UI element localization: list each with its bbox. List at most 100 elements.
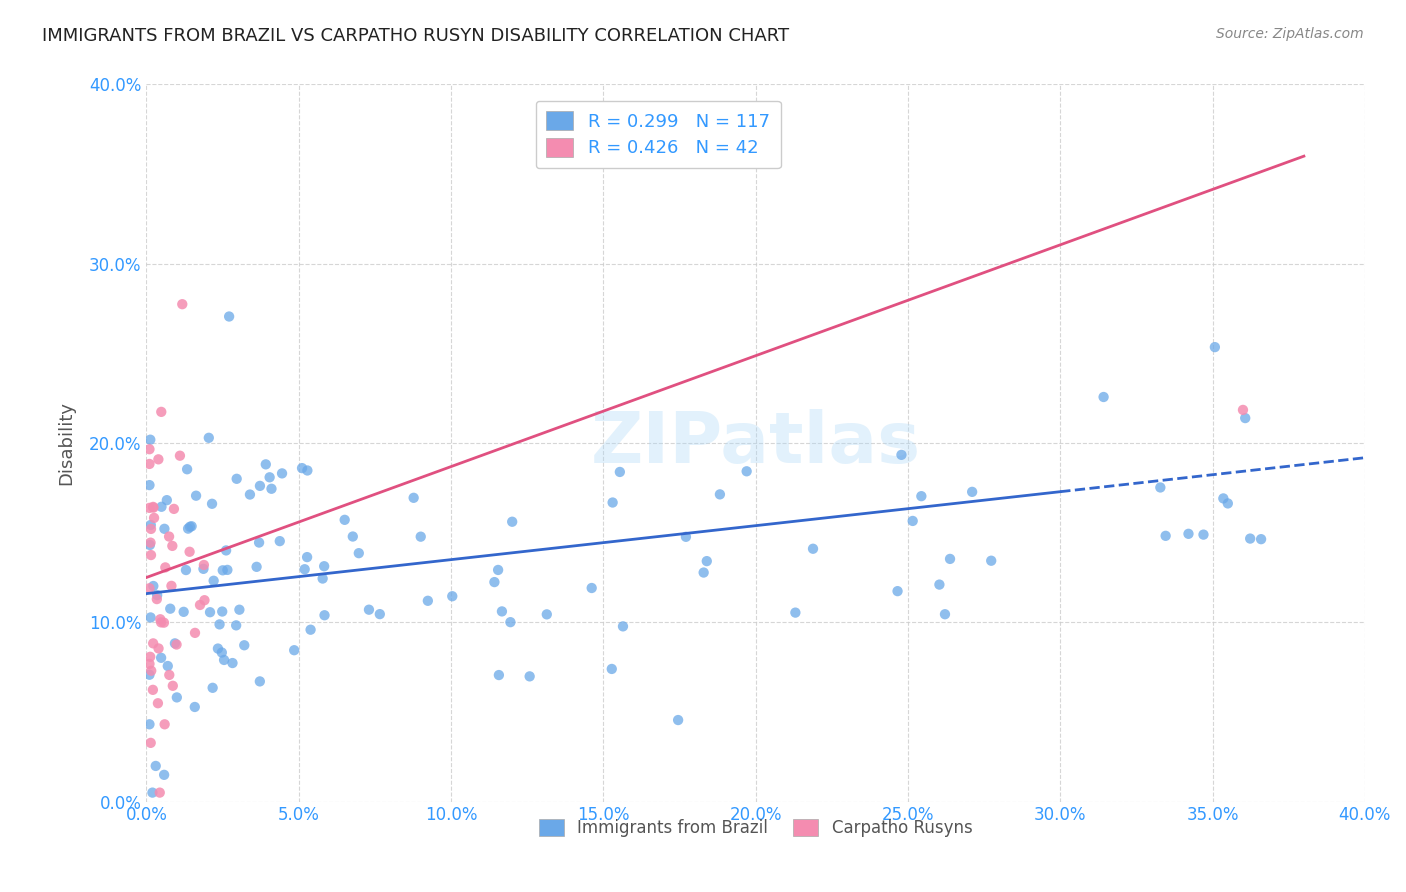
Point bbox=[295, 550, 318, 565]
Point bbox=[1239, 532, 1261, 546]
Point bbox=[179, 545, 201, 559]
Point bbox=[141, 664, 163, 678]
Point bbox=[311, 572, 333, 586]
Point bbox=[491, 604, 513, 618]
Point bbox=[208, 617, 231, 632]
Point bbox=[801, 541, 824, 556]
Point bbox=[149, 786, 172, 800]
Point bbox=[141, 786, 163, 800]
Point bbox=[142, 579, 165, 593]
Point bbox=[901, 514, 924, 528]
Point bbox=[735, 464, 758, 478]
Point bbox=[501, 515, 523, 529]
Point bbox=[910, 489, 932, 503]
Point bbox=[139, 610, 162, 624]
Point bbox=[297, 463, 319, 477]
Point bbox=[441, 589, 464, 603]
Point bbox=[488, 668, 510, 682]
Point bbox=[142, 500, 165, 515]
Point bbox=[138, 478, 160, 492]
Point bbox=[416, 594, 439, 608]
Point bbox=[612, 619, 634, 633]
Point bbox=[314, 559, 336, 574]
Point bbox=[156, 493, 179, 508]
Point bbox=[157, 668, 180, 682]
Point bbox=[499, 615, 522, 629]
Point bbox=[225, 472, 247, 486]
Point bbox=[486, 563, 509, 577]
Point bbox=[139, 649, 162, 664]
Y-axis label: Disability: Disability bbox=[58, 401, 75, 485]
Point bbox=[201, 681, 224, 695]
Point bbox=[357, 603, 380, 617]
Point bbox=[179, 520, 201, 534]
Point bbox=[1154, 529, 1177, 543]
Point bbox=[142, 636, 165, 650]
Point bbox=[692, 566, 714, 580]
Point bbox=[249, 674, 271, 689]
Point bbox=[294, 562, 316, 576]
Point bbox=[225, 618, 247, 632]
Point bbox=[169, 449, 191, 463]
Point bbox=[1092, 390, 1115, 404]
Point bbox=[139, 433, 162, 447]
Point bbox=[146, 696, 169, 710]
Point bbox=[163, 636, 186, 650]
Point bbox=[221, 656, 243, 670]
Point bbox=[149, 612, 172, 626]
Point bbox=[1250, 532, 1272, 546]
Point bbox=[980, 554, 1002, 568]
Point bbox=[211, 646, 233, 660]
Point bbox=[675, 530, 697, 544]
Point bbox=[193, 593, 215, 607]
Point bbox=[249, 479, 271, 493]
Point bbox=[166, 638, 188, 652]
Point bbox=[207, 641, 229, 656]
Point bbox=[785, 606, 807, 620]
Point bbox=[138, 442, 160, 457]
Point bbox=[939, 552, 962, 566]
Point bbox=[246, 559, 269, 574]
Point bbox=[254, 458, 277, 472]
Point bbox=[1192, 527, 1215, 541]
Point bbox=[886, 584, 908, 599]
Point bbox=[142, 500, 165, 514]
Point bbox=[139, 518, 162, 533]
Point bbox=[1234, 411, 1257, 425]
Point bbox=[153, 522, 176, 536]
Point bbox=[696, 554, 718, 568]
Point bbox=[146, 592, 169, 607]
Point bbox=[184, 625, 207, 640]
Point bbox=[269, 534, 291, 549]
Point bbox=[218, 310, 240, 324]
Point bbox=[139, 548, 162, 562]
Point bbox=[148, 452, 170, 467]
Point bbox=[1149, 480, 1171, 494]
Point bbox=[228, 603, 250, 617]
Point bbox=[153, 615, 176, 630]
Point bbox=[1212, 491, 1234, 506]
Point bbox=[173, 605, 195, 619]
Point bbox=[212, 653, 235, 667]
Point bbox=[184, 489, 207, 503]
Point bbox=[347, 546, 370, 560]
Point bbox=[928, 577, 950, 591]
Point bbox=[259, 470, 281, 484]
Point bbox=[138, 667, 160, 681]
Point bbox=[1232, 403, 1254, 417]
Point bbox=[162, 679, 184, 693]
Point bbox=[150, 615, 173, 630]
Point bbox=[138, 500, 160, 515]
Point bbox=[143, 511, 166, 525]
Point bbox=[536, 607, 558, 622]
Point bbox=[1177, 526, 1199, 541]
Point bbox=[160, 579, 183, 593]
Point bbox=[172, 297, 194, 311]
Point bbox=[211, 563, 233, 577]
Point bbox=[162, 539, 184, 553]
Point bbox=[142, 682, 165, 697]
Point bbox=[581, 581, 603, 595]
Point bbox=[519, 669, 541, 683]
Point bbox=[150, 650, 173, 665]
Point bbox=[155, 560, 177, 574]
